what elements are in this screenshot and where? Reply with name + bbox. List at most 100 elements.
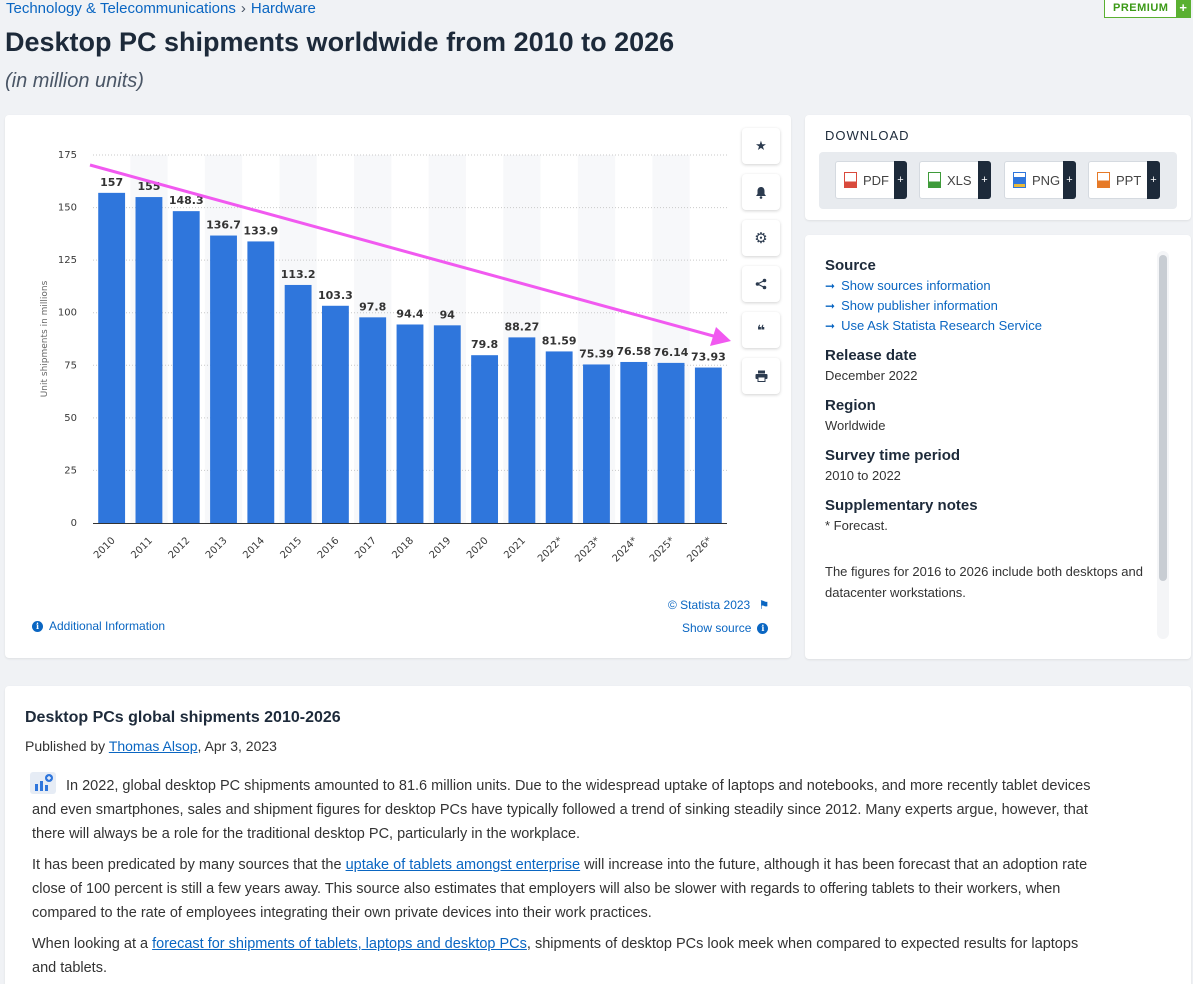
x-tick-label: 2021	[502, 535, 528, 561]
download-pdf-button[interactable]: PDF +	[835, 161, 907, 199]
bar-value-label: 88.27	[504, 320, 539, 333]
star-icon: ★	[755, 138, 767, 153]
additional-info-label: Additional Information	[49, 619, 166, 633]
bar	[321, 305, 349, 523]
statista-credit[interactable]: © Statista 2023 ⚑	[668, 598, 769, 612]
bar-value-label: 94.4	[396, 307, 423, 320]
x-tick-label: 2024*	[611, 535, 640, 564]
bar	[583, 364, 610, 523]
article-body: In 2022, global desktop PC shipments amo…	[30, 772, 1102, 984]
bar-value-label: 76.58	[616, 345, 651, 358]
bar-chart: 0 25 50 75 100 125 150 175 Unit shipments in mil…	[40, 150, 731, 565]
x-tick-label: 2013	[204, 535, 230, 561]
supplementary-notes-value: * Forecast.	[825, 518, 888, 533]
show-source-label: Show source	[682, 621, 752, 635]
bar	[471, 355, 499, 523]
article-heading: Desktop PCs global shipments 2010-2026	[25, 709, 341, 726]
paragraph-3-after: , shipments of desktop PCs look meek whe…	[32, 936, 1079, 976]
show-publisher-link[interactable]: ➞ Show publisher information	[825, 298, 1165, 313]
bar-value-label: 73.93	[691, 351, 726, 364]
y-axis-title: Unit shipments in millions	[40, 280, 50, 397]
print-icon	[755, 370, 767, 382]
breadcrumb-category[interactable]: Technology & Telecommunications	[6, 0, 236, 17]
forecast-shipments-link[interactable]: forecast for shipments of tablets, lapto…	[152, 936, 527, 952]
tablets-enterprise-link[interactable]: uptake of tablets amongst enterprise	[345, 857, 581, 873]
arrow-right-icon: ➞	[825, 278, 836, 293]
paragraph-2-after: will increase into the future, although …	[32, 857, 1088, 921]
release-date-heading: Release date	[825, 347, 917, 364]
bar	[172, 211, 200, 523]
chart-card: 0 25 50 75 100 125 150 175 Unit shipments in mil…	[5, 115, 791, 658]
release-date-value: December 2022	[825, 368, 918, 383]
paragraph-2-before: It has been predicated by many sources t…	[32, 857, 346, 873]
bar	[396, 324, 424, 523]
premium-badge[interactable]: PREMIUM +	[1104, 0, 1192, 18]
y-tick-label: 125	[58, 255, 77, 266]
x-tick-label: 2026*	[685, 535, 714, 564]
info-icon: i	[32, 620, 43, 632]
plus-icon: +	[1063, 161, 1076, 199]
plus-icon: +	[1147, 161, 1160, 199]
published-line: Published by Thomas Alsop, Apr 3, 2023	[25, 738, 277, 754]
article-card: Desktop PCs global shipments 2010-2026 P…	[5, 686, 1191, 984]
bar-value-label: 94	[440, 308, 456, 321]
bar-value-label: 76.14	[654, 346, 689, 359]
show-source-link[interactable]: Show source i	[682, 621, 774, 635]
supplementary-notes-extra: The figures for 2016 to 2026 include bot…	[825, 564, 1143, 600]
favorite-button[interactable]: ★	[742, 128, 780, 164]
cite-button[interactable]: ❝	[742, 312, 780, 348]
print-button[interactable]	[742, 358, 780, 394]
trend-arrow-head	[710, 327, 731, 346]
download-card: DOWNLOAD PDF + XLS + PNG + PPT +	[805, 115, 1191, 220]
bar	[508, 337, 536, 523]
ask-statista-link[interactable]: ➞ Use Ask Statista Research Service	[825, 318, 1165, 333]
article-paragraph-2: It has been predicated by many sources t…	[32, 853, 1102, 925]
y-tick-label: 50	[64, 413, 77, 424]
share-button[interactable]	[742, 266, 780, 302]
y-tick-label: 100	[58, 308, 77, 319]
paragraph-3-before: When looking at a	[32, 936, 153, 952]
breadcrumb-subcategory[interactable]: Hardware	[250, 0, 316, 17]
author-link[interactable]: Thomas Alsop	[108, 738, 198, 754]
bar-value-label: 103.3	[318, 289, 353, 302]
bar-value-label: 79.8	[471, 338, 498, 351]
x-tick-label: 2025*	[648, 535, 677, 564]
page-subtitle: (in million units)	[5, 70, 144, 92]
bar	[284, 284, 312, 523]
show-sources-link[interactable]: ➞ Show sources information	[825, 278, 1165, 293]
bar	[694, 367, 722, 523]
bar-value-label: 136.7	[206, 219, 241, 232]
x-tick-label: 2023*	[573, 535, 602, 564]
info-icon: i	[757, 622, 769, 634]
plus-icon: +	[894, 161, 907, 199]
breadcrumb: Technology & Telecommunications › Hardware	[6, 0, 316, 17]
bar-value-label: 133.9	[243, 224, 278, 237]
bar	[657, 362, 685, 523]
breadcrumb-separator: ›	[240, 0, 246, 17]
premium-label: PREMIUM	[1113, 2, 1169, 14]
region-value: Worldwide	[825, 418, 886, 433]
show-publisher-label: Show publisher information	[841, 298, 998, 313]
show-sources-label: Show sources information	[841, 278, 991, 293]
statistic-icon	[30, 772, 56, 794]
download-png-button[interactable]: PNG +	[1004, 161, 1076, 199]
paragraph-1-text: In 2022, global desktop PC shipments amo…	[32, 778, 1091, 842]
pdf-file-icon	[844, 172, 857, 188]
download-ppt-button[interactable]: PPT +	[1088, 161, 1160, 199]
additional-info-link[interactable]: i Additional Information	[26, 619, 165, 633]
article-paragraph-3: When looking at a forecast for shipments…	[32, 932, 1102, 980]
quote-icon: ❝	[756, 321, 766, 338]
gear-icon: ⚙	[754, 230, 768, 247]
ppt-file-icon	[1097, 172, 1110, 188]
download-xls-button[interactable]: XLS +	[919, 161, 991, 199]
scrollbar-thumb[interactable]	[1159, 255, 1167, 581]
bar	[98, 192, 126, 523]
bar	[247, 241, 275, 523]
bar-value-label: 97.8	[359, 300, 386, 313]
x-tick-label: 2016	[316, 535, 342, 561]
bar	[545, 351, 573, 523]
settings-button[interactable]: ⚙	[742, 220, 780, 256]
y-tick-label: 150	[58, 203, 77, 214]
chart-toolbar: ★ ⚙ ❝	[742, 128, 780, 404]
notification-button[interactable]	[742, 174, 780, 210]
